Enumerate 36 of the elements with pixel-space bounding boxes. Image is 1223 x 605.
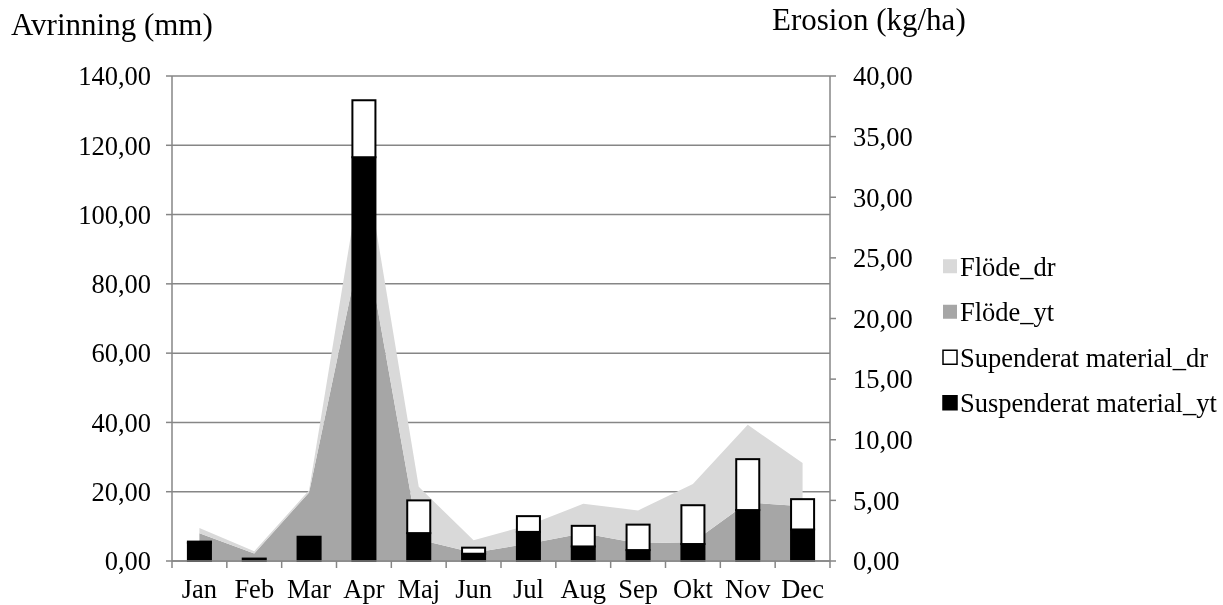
x-tick-label: Nov <box>724 574 772 605</box>
x-tick-label: Feb <box>234 574 275 605</box>
y2-tick-label: 10,00 <box>853 425 913 456</box>
legend-label: Suspenderat material_yt <box>960 388 1218 419</box>
y-tick-label: 40,00 <box>91 407 151 438</box>
y2-tick-label: 40,00 <box>853 61 913 92</box>
y-tick-label: 80,00 <box>91 269 151 300</box>
y-tick-label: 60,00 <box>91 338 151 369</box>
y2-tick-label: 25,00 <box>853 243 913 274</box>
x-tick-label: Sep <box>618 574 658 605</box>
y-tick-label: 100,00 <box>78 199 151 230</box>
y-axis-title: Avrinning (mm) <box>11 7 213 42</box>
legend-label: Flöde_dr <box>960 251 1056 282</box>
x-tick-label: Okt <box>673 574 714 605</box>
bar <box>296 535 322 562</box>
x-tick-label: Maj <box>397 574 441 605</box>
x-tick-label: Apr <box>343 574 385 605</box>
y-tick-label: 140,00 <box>78 61 151 92</box>
y2-axis-title: Erosion (kg/ha) <box>772 2 966 37</box>
y-tick-label: 120,00 <box>78 130 151 161</box>
y2-tick-label: 30,00 <box>853 182 913 213</box>
x-tick-label: Mar <box>287 574 332 605</box>
y2-tick-label: 20,00 <box>853 303 913 334</box>
y2-tick-label: 35,00 <box>853 121 913 152</box>
y-tick-label: 0,00 <box>104 546 151 577</box>
x-tick-label: Aug <box>560 574 607 605</box>
y2-tick-label: 15,00 <box>853 364 913 395</box>
y2-tick-label: 5,00 <box>853 485 900 516</box>
x-tick-label: Dec <box>781 574 824 605</box>
y2-tick-label: 0,00 <box>853 546 900 577</box>
legend-label: Flöde_yt <box>960 297 1055 328</box>
y-tick-label: 20,00 <box>91 476 151 507</box>
legend-label: Supenderat material_dr <box>960 342 1209 373</box>
x-tick-label: Jun <box>455 574 492 605</box>
x-tick-label: Jan <box>181 574 218 605</box>
x-tick-label: Jul <box>512 574 544 605</box>
